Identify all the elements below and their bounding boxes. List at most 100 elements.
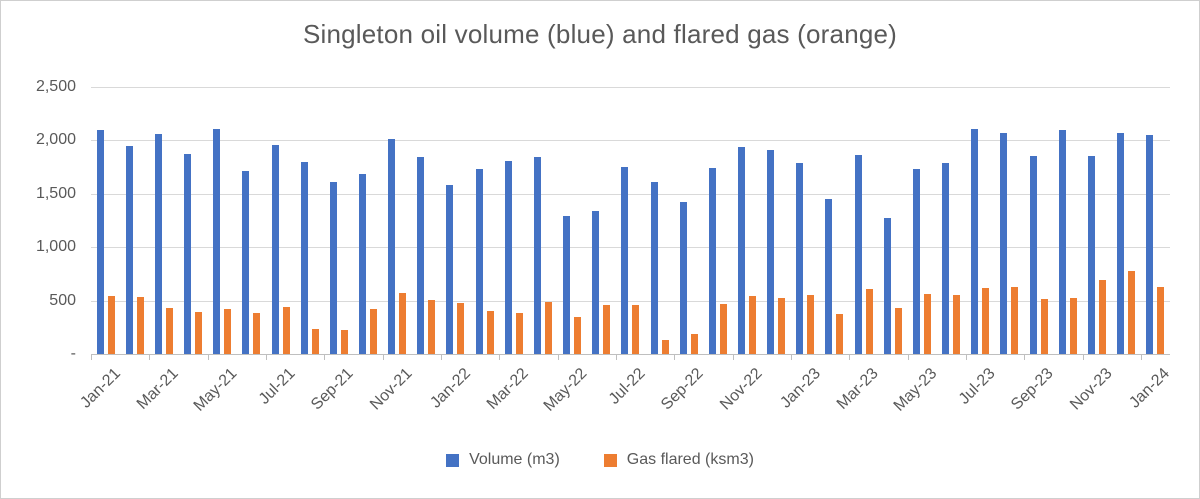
x-axis-tick: [907, 354, 909, 360]
gas-flared-bar[interactable]: [340, 330, 348, 354]
gas-flared-bar[interactable]: [515, 313, 523, 354]
volume-bar[interactable]: [417, 157, 425, 354]
volume-bar[interactable]: [1117, 133, 1125, 354]
legend-item-gas-flared[interactable]: Gas flared (ksm3): [603, 451, 754, 469]
volume-bar[interactable]: [504, 161, 512, 354]
gas-flared-bar[interactable]: [953, 295, 961, 354]
gas-flared-bar[interactable]: [253, 313, 261, 354]
x-axis-tick: [557, 354, 559, 360]
gas-flared-bar[interactable]: [195, 312, 203, 354]
volume-bar[interactable]: [1058, 130, 1066, 354]
y-axis-tick-label: 2,000: [35, 131, 76, 149]
gas-flared-bar[interactable]: [923, 294, 931, 354]
x-axis-tick-label: Jul-22: [605, 365, 649, 408]
chart-title: Singleton oil volume (blue) and flared g…: [302, 19, 898, 49]
gas-flared-bar[interactable]: [1128, 271, 1136, 354]
volume-bar[interactable]: [358, 174, 366, 354]
category-slot: [353, 87, 382, 354]
volume-bar[interactable]: [563, 216, 571, 354]
volume-bar[interactable]: [592, 211, 600, 354]
volume-bar[interactable]: [213, 129, 221, 354]
gas-flared-bar[interactable]: [399, 293, 407, 354]
gas-flared-bar[interactable]: [1040, 299, 1048, 354]
category-slot: [616, 87, 645, 354]
category-slot: [1024, 87, 1053, 354]
gas-flared-bar[interactable]: [894, 308, 902, 354]
gas-flared-bar[interactable]: [1098, 280, 1106, 354]
gas-flared-bar[interactable]: [428, 300, 436, 354]
category-slot: [441, 87, 470, 354]
category-slot: [470, 87, 499, 354]
gas-flared-bar[interactable]: [749, 296, 757, 354]
gas-flared-bar[interactable]: [865, 289, 873, 354]
gas-flared-bar[interactable]: [311, 329, 319, 354]
volume-bar[interactable]: [1000, 133, 1008, 354]
gas-flared-bar[interactable]: [1011, 287, 1019, 354]
volume-bar[interactable]: [475, 169, 483, 354]
volume-bar[interactable]: [329, 182, 337, 354]
gas-flared-bar[interactable]: [574, 317, 582, 354]
volume-bar[interactable]: [708, 168, 716, 354]
legend-swatch-volume-icon: [446, 453, 460, 467]
x-axis-tick-label: Sep-23: [1008, 365, 1057, 414]
volume-bar[interactable]: [650, 182, 658, 354]
x-axis-tick-label: May-21: [190, 365, 241, 415]
gas-flared-bar[interactable]: [719, 304, 727, 354]
volume-bar[interactable]: [96, 130, 104, 354]
volume-bar[interactable]: [271, 145, 279, 354]
x-axis-tick: [499, 354, 501, 360]
category-slot: [587, 87, 616, 354]
gas-flared-bar[interactable]: [136, 297, 144, 354]
volume-bar[interactable]: [767, 150, 775, 354]
gas-flared-bar[interactable]: [603, 305, 611, 354]
volume-bar[interactable]: [1087, 156, 1095, 354]
volume-bar[interactable]: [883, 218, 891, 354]
volume-bar[interactable]: [1029, 156, 1037, 354]
volume-bar[interactable]: [942, 163, 950, 354]
gas-flared-bar[interactable]: [107, 296, 115, 354]
gas-flared-bar[interactable]: [544, 302, 552, 354]
volume-bar[interactable]: [300, 162, 308, 354]
volume-bar[interactable]: [125, 146, 133, 354]
gas-flared-bar[interactable]: [369, 309, 377, 354]
volume-bar[interactable]: [912, 169, 920, 354]
category-slot: [383, 87, 412, 354]
gas-flared-bar[interactable]: [836, 314, 844, 354]
volume-bar[interactable]: [242, 171, 250, 354]
volume-bar[interactable]: [154, 134, 162, 354]
category-slot: [295, 87, 324, 354]
x-axis-tick-label: Mar-22: [484, 365, 532, 413]
volume-bar[interactable]: [1146, 135, 1154, 354]
legend-item-volume[interactable]: Volume (m3): [446, 451, 560, 469]
volume-bar[interactable]: [738, 147, 746, 354]
x-axis-tick: [382, 354, 384, 360]
volume-bar[interactable]: [621, 167, 629, 354]
volume-bar[interactable]: [796, 163, 804, 354]
volume-bar[interactable]: [679, 202, 687, 354]
gas-flared-bar[interactable]: [982, 288, 990, 354]
gas-flared-bar[interactable]: [690, 334, 698, 354]
gas-flared-bar[interactable]: [632, 305, 640, 354]
x-axis-tick-label: May-23: [890, 365, 941, 415]
volume-bar[interactable]: [388, 139, 396, 354]
x-axis-tick-label: Nov-23: [1066, 365, 1116, 414]
x-axis-tick-label: Nov-22: [716, 365, 766, 414]
volume-bar[interactable]: [184, 154, 192, 354]
volume-bar[interactable]: [446, 185, 454, 354]
x-axis-tick-label: Nov-21: [366, 365, 416, 414]
gas-flared-bar[interactable]: [778, 298, 786, 354]
gas-flared-bar[interactable]: [807, 295, 815, 354]
gas-flared-bar[interactable]: [1069, 298, 1077, 354]
gas-flared-bar[interactable]: [486, 311, 494, 354]
volume-bar[interactable]: [971, 129, 979, 354]
volume-bar[interactable]: [825, 199, 833, 354]
gas-flared-bar[interactable]: [165, 308, 173, 354]
volume-bar[interactable]: [854, 155, 862, 354]
gas-flared-bar[interactable]: [224, 309, 232, 354]
gas-flared-bar[interactable]: [282, 307, 290, 354]
gas-flared-bar[interactable]: [1157, 287, 1165, 354]
gas-flared-bar[interactable]: [457, 303, 465, 354]
volume-bar[interactable]: [533, 157, 541, 354]
gas-flared-bar[interactable]: [661, 340, 669, 354]
category-slot: [1111, 87, 1140, 354]
